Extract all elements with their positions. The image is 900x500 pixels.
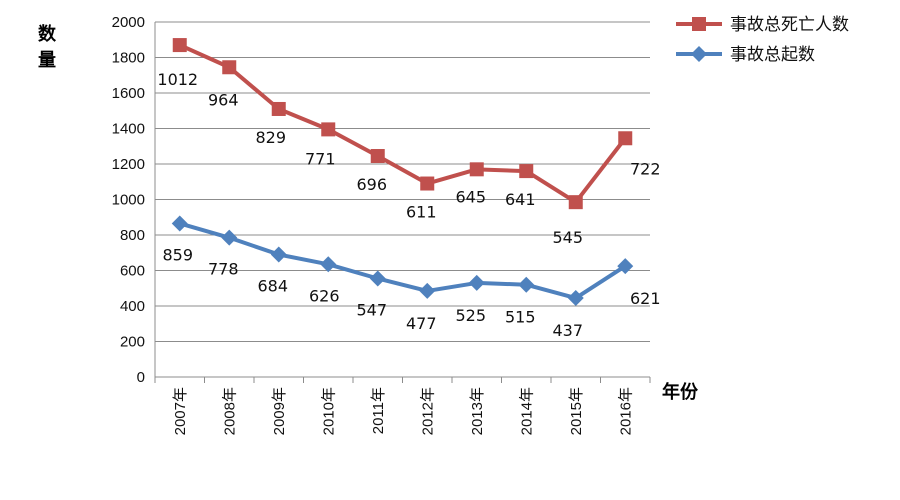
data-label: 645	[455, 187, 486, 206]
legend-label: 事故总起数	[730, 45, 815, 65]
data-point	[171, 215, 188, 232]
series-line	[179, 221, 627, 301]
data-label: 626	[309, 286, 340, 305]
x-tick-label: 2013年	[469, 387, 486, 435]
x-axis-title: 年份	[662, 381, 699, 403]
data-label: 684	[257, 277, 288, 296]
y-tick-label: 1800	[112, 50, 145, 67]
x-tick-label: 2008年	[221, 387, 238, 435]
x-tick-label: 2009年	[271, 387, 288, 435]
x-tick-label: 2007年	[172, 387, 189, 435]
y-tick-label: 1000	[112, 192, 145, 209]
data-point	[567, 290, 584, 307]
data-point	[320, 256, 337, 273]
data-point	[172, 38, 187, 53]
x-tick-label: 2012年	[419, 387, 436, 435]
data-point	[519, 164, 534, 179]
y-tick-label: 400	[120, 298, 145, 315]
data-point	[518, 276, 535, 293]
data-label: 771	[305, 149, 336, 168]
data-point	[369, 270, 386, 287]
y-tick-label: 600	[120, 263, 145, 280]
legend-item: 事故总死亡人数	[676, 15, 849, 35]
data-label: 829	[255, 128, 286, 147]
series-line	[178, 43, 627, 205]
data-point	[568, 195, 583, 210]
data-point	[469, 162, 484, 177]
data-label: 437	[552, 321, 583, 340]
data-point	[222, 60, 237, 75]
series-accidents: 859 778 684 626 547 477 525 515 437 621	[162, 215, 661, 340]
data-label: 547	[356, 300, 387, 319]
y-tick-label: 2000	[112, 14, 145, 31]
y-tick-label: 200	[120, 334, 145, 351]
data-point	[271, 101, 286, 116]
x-tick-label: 2015年	[568, 387, 585, 435]
legend-marker	[691, 46, 707, 62]
data-label: 477	[406, 314, 437, 333]
gridlines	[155, 21, 650, 378]
y-tick-label: 0	[137, 369, 145, 386]
data-label: 859	[162, 245, 193, 264]
data-point	[370, 149, 385, 164]
x-axis: 2007年 2008年 2009年 2010年 2011年 2012年 2013年 2014年…	[154, 376, 651, 435]
data-label: 722	[630, 159, 661, 178]
y-tick-label: 800	[120, 227, 145, 244]
data-label: 621	[630, 289, 661, 308]
y-axis-title: 数量	[38, 23, 57, 71]
data-label: 778	[208, 260, 239, 279]
x-tick-label: 2010年	[320, 387, 337, 435]
legend-label: 事故总死亡人数	[730, 15, 849, 35]
data-point	[321, 122, 336, 137]
data-point	[468, 274, 485, 291]
x-tick-label: 2016年	[617, 387, 634, 435]
x-tick-label: 2011年	[370, 387, 387, 434]
data-label: 515	[505, 308, 536, 327]
y-tick-label: 1600	[112, 85, 145, 102]
data-point	[618, 131, 633, 146]
data-point	[617, 258, 634, 275]
y-axis: 0 200 400 600 800 1000 1200 1400 1600 1800 2000	[112, 14, 156, 386]
y-tick-label: 1400	[112, 121, 145, 138]
data-point	[270, 246, 287, 263]
series-layer: 1012 964 829 771 696 611 645 641 545 722 859 778 684…	[157, 38, 661, 340]
data-label: 964	[208, 90, 239, 109]
x-tick-label: 2014年	[518, 387, 535, 435]
series-deaths: 1012 964 829 771 696 611 645 641 545 722	[157, 38, 661, 247]
y-tick-label: 1200	[112, 156, 145, 173]
data-point	[419, 282, 436, 299]
data-label: 545	[552, 228, 583, 247]
data-point	[221, 229, 238, 246]
legend-item: 事故总起数	[676, 45, 815, 65]
data-label: 696	[356, 175, 387, 194]
legend-marker	[692, 17, 706, 31]
data-label: 611	[406, 203, 437, 222]
data-label: 1012	[157, 70, 198, 89]
data-label: 641	[505, 190, 536, 209]
data-label: 525	[455, 306, 486, 325]
data-point	[420, 176, 435, 191]
